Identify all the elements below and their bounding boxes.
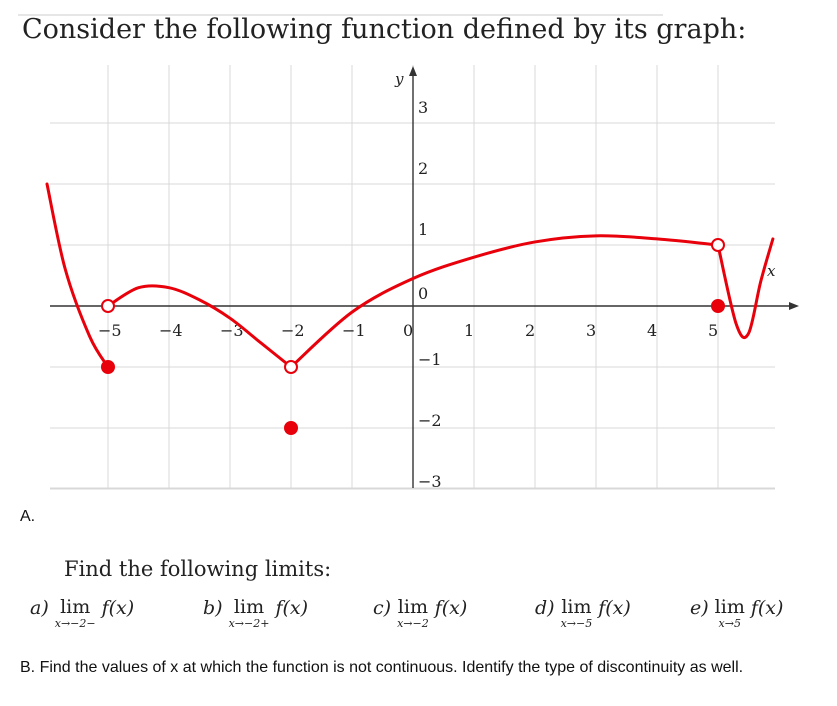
limit-subscript: x→−2 bbox=[397, 617, 429, 630]
question-title: Consider the following function defined … bbox=[22, 14, 747, 45]
open-point bbox=[101, 299, 115, 313]
curve-segment-3 bbox=[289, 234, 720, 369]
lim-word: lim bbox=[233, 596, 265, 618]
part-b-question: B. Find the values of x at which the fun… bbox=[20, 659, 744, 676]
axes: xy bbox=[50, 66, 799, 488]
limit-c: c) lim x→−2 f(x) bbox=[373, 597, 467, 637]
top-divider bbox=[18, 14, 663, 16]
limit-function: f(x) bbox=[434, 597, 468, 619]
y-tick-label: −3 bbox=[418, 472, 442, 491]
closed-point bbox=[101, 360, 115, 374]
limit-letter: e) bbox=[690, 597, 709, 619]
x-tick-label: 3 bbox=[586, 321, 596, 340]
limit-d: d) lim x→−5 f(x) bbox=[535, 597, 631, 637]
y-tick-label: −1 bbox=[418, 350, 442, 369]
y-tick-label: 2 bbox=[418, 159, 428, 178]
limit-function: f(x) bbox=[750, 597, 784, 619]
x-tick-label: −2 bbox=[281, 321, 305, 340]
lim-word: lim bbox=[561, 596, 592, 618]
limit-function: f(x) bbox=[101, 597, 135, 619]
x-tick-label: 4 bbox=[647, 321, 657, 340]
points bbox=[101, 238, 725, 435]
limit-subscript: x→−2+ bbox=[228, 617, 270, 630]
open-point bbox=[284, 360, 298, 374]
closed-point bbox=[284, 421, 298, 435]
open-point bbox=[711, 238, 725, 252]
limit-function: f(x) bbox=[598, 597, 631, 619]
curves bbox=[45, 182, 775, 369]
limit-b: b) lim x→−2+ f(x) bbox=[203, 597, 308, 637]
x-tick-label: 5 bbox=[708, 321, 718, 340]
part-a-label: A. bbox=[20, 508, 36, 525]
limit-letter: c) bbox=[373, 597, 392, 619]
x-axis-label: x bbox=[767, 262, 776, 280]
lim-word: lim bbox=[60, 596, 91, 618]
lim-word: lim bbox=[397, 596, 428, 618]
limit-letter: a) bbox=[30, 597, 49, 619]
x-tick-label: −1 bbox=[342, 321, 366, 340]
x-axis-arrow bbox=[789, 302, 799, 310]
x-tick-label: −5 bbox=[98, 321, 122, 340]
y-tick-label: 3 bbox=[418, 98, 428, 117]
x-tick-label: −4 bbox=[159, 321, 183, 340]
closed-point bbox=[711, 299, 725, 313]
limit-letter: b) bbox=[203, 597, 223, 619]
x-tick-label: 0 bbox=[403, 321, 413, 340]
curve-segment-1 bbox=[45, 182, 110, 369]
limit-subscript: x→−5 bbox=[560, 617, 593, 630]
limit-subscript: x→−2− bbox=[54, 617, 96, 630]
x-tick-label: 1 bbox=[464, 321, 474, 340]
y-axis-arrow bbox=[409, 66, 417, 76]
y-axis-label: y bbox=[394, 70, 404, 88]
limit-function: f(x) bbox=[275, 597, 309, 619]
x-tick-label: −3 bbox=[220, 321, 244, 340]
limit-subscript: x→5 bbox=[718, 617, 741, 630]
limit-a: a) lim x→−2− f(x) bbox=[30, 597, 134, 637]
y-tick-label: 1 bbox=[418, 220, 428, 239]
x-tick-label: 2 bbox=[525, 321, 535, 340]
curve-segment-2 bbox=[106, 284, 293, 369]
limit-letter: d) bbox=[535, 597, 555, 619]
tick-labels: −5 −4 −3 −2 −1 0 1 2 3 4 5 3 2 1 0 −1 −2 −3 bbox=[98, 98, 718, 491]
y-tick-label: −2 bbox=[418, 411, 442, 430]
curve-segment-4 bbox=[716, 237, 775, 340]
lim-word: lim bbox=[714, 596, 745, 618]
limits-prompt: Find the following limits: bbox=[64, 557, 332, 581]
y-tick-label: 0 bbox=[418, 284, 428, 303]
limit-e: e) lim x→5 f(x) bbox=[690, 597, 783, 637]
